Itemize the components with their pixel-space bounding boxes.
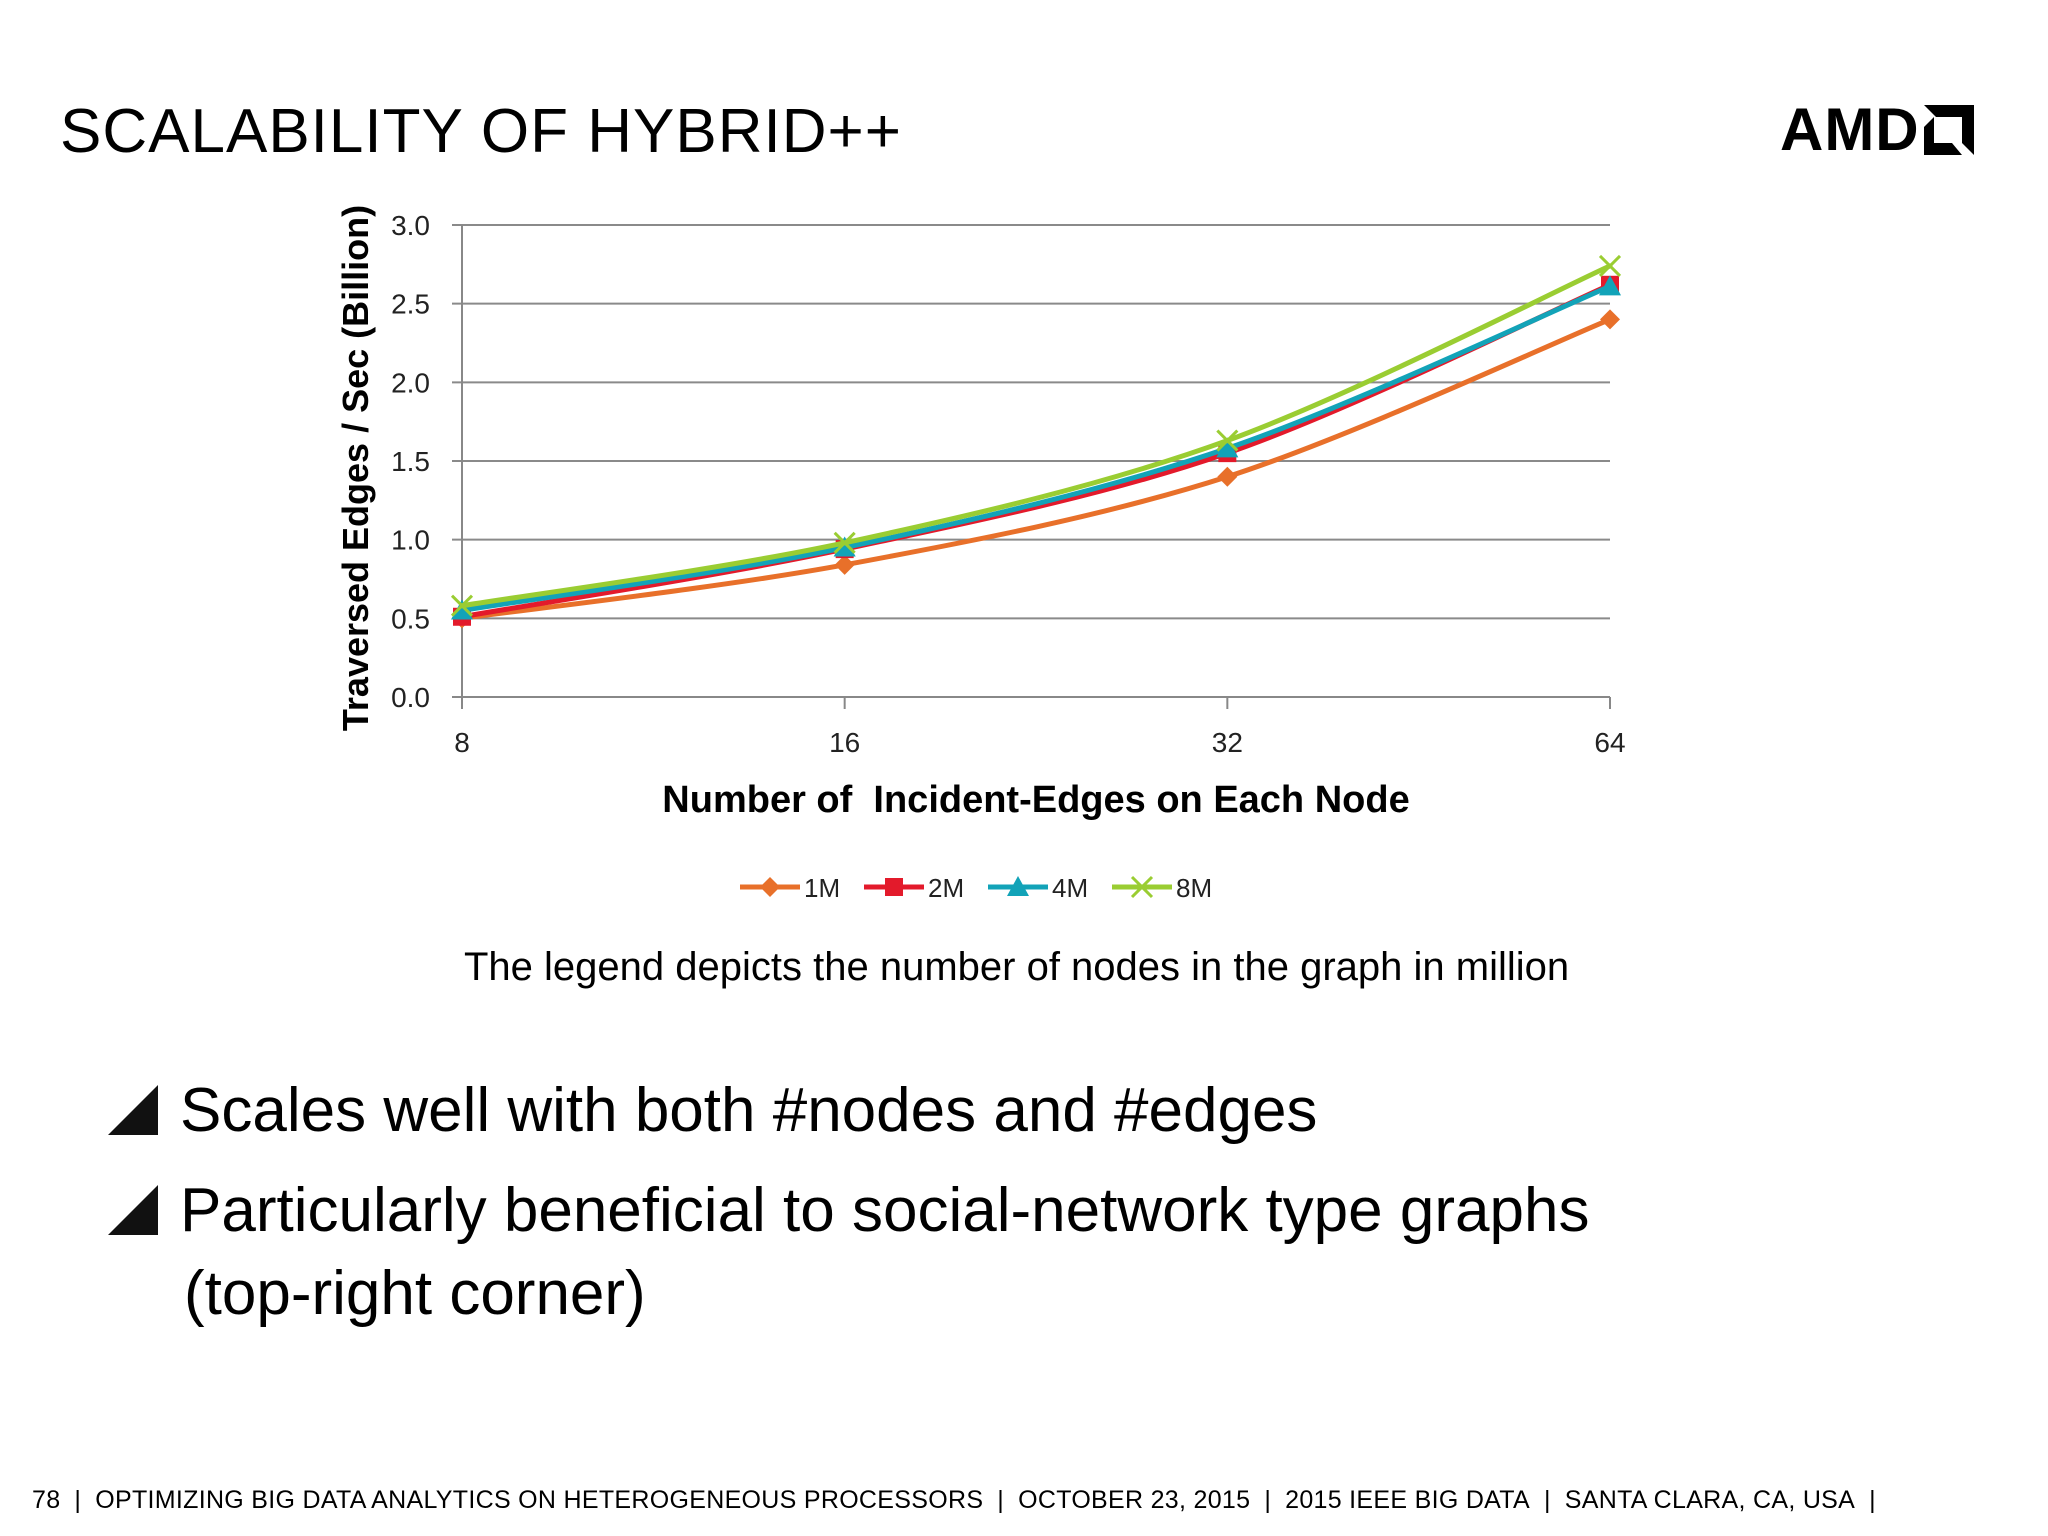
y-tick-label: 3.0 bbox=[391, 210, 430, 241]
data-point-1m bbox=[1600, 309, 1620, 330]
x-axis-title: Number of Incident-Edges on Each Node bbox=[662, 779, 1409, 821]
footer-venue: 2015 IEEE BIG DATA bbox=[1285, 1486, 1530, 1514]
bullet-item: Scales well with both #nodes and #edges bbox=[108, 1060, 1589, 1160]
x-tick-label: 8 bbox=[454, 727, 470, 758]
footer-page-number: 78 bbox=[32, 1486, 61, 1514]
x-tick-label: 32 bbox=[1212, 727, 1243, 758]
y-tick-label: 2.5 bbox=[391, 289, 430, 320]
bullet-list: Scales well with both #nodes and #edges … bbox=[108, 1060, 1589, 1260]
bullet-triangle-icon bbox=[108, 1185, 158, 1235]
data-point-8m bbox=[450, 594, 474, 617]
amd-arrow-icon bbox=[1923, 105, 1974, 155]
legend-marker-4m bbox=[1007, 876, 1029, 896]
scalability-line-chart: 0.0 0.5 1.0 1.5 2.0 2.5 3.0 8 16 32 64 Number of In… bbox=[335, 205, 1626, 903]
data-point-8m bbox=[1216, 429, 1239, 452]
bullet-continuation: (top-right corner) bbox=[184, 1259, 646, 1328]
data-point-4m bbox=[1599, 275, 1621, 296]
data-point-8m bbox=[1598, 254, 1622, 277]
bullet-item: Particularly beneficial to social-networ… bbox=[108, 1160, 1589, 1260]
chart-caption: The legend depicts the number of nodes i… bbox=[464, 945, 1570, 989]
legend-marker-1m bbox=[760, 877, 780, 897]
footer-talk-title: OPTIMIZING BIG DATA ANALYTICS ON HETEROG… bbox=[95, 1486, 984, 1514]
data-point-4m bbox=[1216, 437, 1239, 458]
data-point-1m bbox=[834, 554, 855, 575]
bullet-triangle-icon bbox=[108, 1085, 158, 1135]
slide-title: SCALABILITY OF HYBRID++ bbox=[60, 97, 902, 166]
y-tick-label: 0.5 bbox=[391, 603, 430, 634]
series-line-1m bbox=[459, 316, 1613, 621]
footer-location: SANTA CLARA, CA, USA bbox=[1564, 1486, 1856, 1514]
y-tick-label: 1.0 bbox=[391, 525, 430, 556]
legend-marker-8m bbox=[1130, 875, 1154, 899]
y-tick-label: 0.0 bbox=[391, 682, 430, 713]
legend-label: 1M bbox=[804, 873, 840, 903]
legend-label: 4M bbox=[1052, 873, 1088, 903]
y-tick-label: 2.0 bbox=[391, 367, 430, 398]
data-point-4m bbox=[451, 599, 473, 620]
series-line-4m bbox=[459, 283, 1613, 613]
y-tick-label: 1.5 bbox=[391, 446, 430, 477]
series-line-2m bbox=[459, 282, 1613, 620]
x-tick-label: 64 bbox=[1594, 727, 1625, 758]
legend-label: 8M bbox=[1176, 873, 1212, 903]
y-axis-title: Traversed Edges / Sec (Billion) bbox=[335, 205, 376, 731]
data-point-1m bbox=[1217, 466, 1238, 487]
slide-footer: 78 | OPTIMIZING BIG DATA ANALYTICS ON HETE… bbox=[32, 1486, 1876, 1514]
data-point-8m bbox=[833, 531, 856, 554]
series-line-8m bbox=[459, 263, 1613, 609]
data-point-4m bbox=[833, 536, 856, 557]
bullet-text: Particularly beneficial to social-networ… bbox=[180, 1175, 1590, 1245]
amd-logo-text: AMD bbox=[1780, 96, 1920, 163]
amd-logo: AMD bbox=[1780, 100, 1974, 160]
legend-label: 2M bbox=[928, 873, 964, 903]
footer-date: OCTOBER 23, 2015 bbox=[1018, 1486, 1251, 1514]
bullet-text: Scales well with both #nodes and #edges bbox=[180, 1075, 1318, 1145]
legend-marker-2m bbox=[885, 878, 903, 896]
x-tick-label: 16 bbox=[829, 727, 860, 758]
